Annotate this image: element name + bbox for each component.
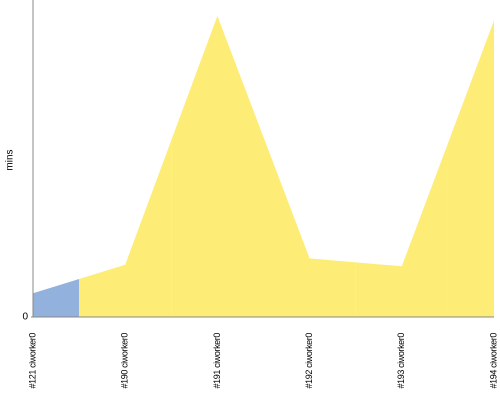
area-segment: [171, 15, 264, 317]
area-segment: [355, 143, 448, 317]
x-tick-label: #121 ciworker0: [27, 333, 37, 389]
x-tick-label: #194 ciworker0: [488, 333, 498, 389]
area-segment: [33, 278, 80, 317]
x-tick-label: #190 ciworker0: [120, 333, 130, 389]
area-segment: [79, 140, 172, 317]
x-tick-label: #192 ciworker0: [304, 333, 314, 389]
area-segment: [447, 20, 494, 317]
y-axis-label: mins: [5, 149, 16, 170]
area-segment: [263, 137, 356, 317]
x-tick-label: #193 ciworker0: [396, 333, 406, 389]
y-tick-label: 0: [22, 312, 28, 323]
x-tick-label: #191 ciworker0: [212, 333, 222, 389]
